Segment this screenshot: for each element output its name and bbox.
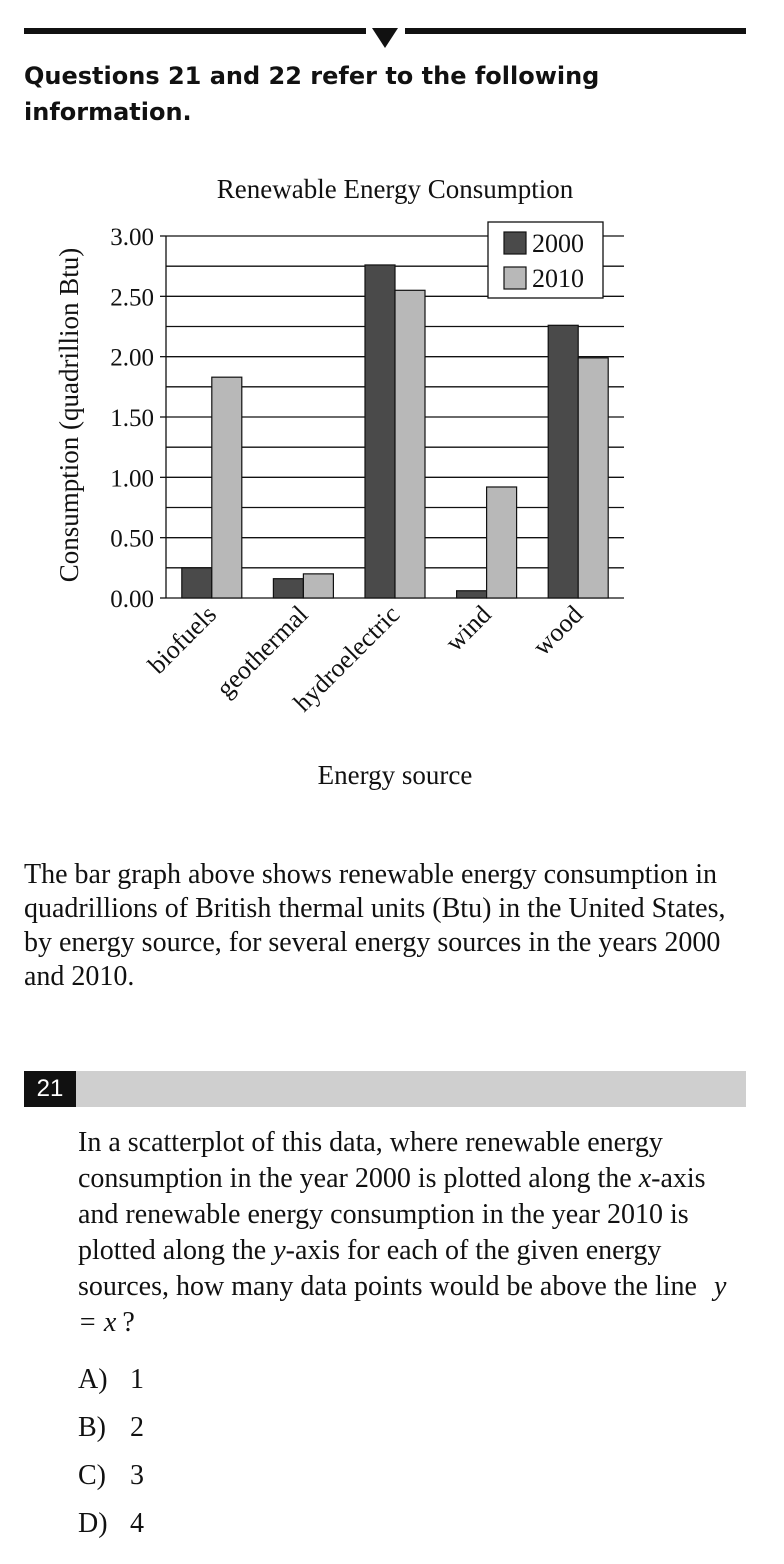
y-tick-label: 0.00 [110, 586, 154, 613]
choice-d-value: 4 [130, 1508, 144, 1539]
bar-hydroelectric-2000 [364, 264, 396, 599]
question-text-part4: ? [122, 1307, 135, 1338]
choice-b[interactable]: B) 2 [78, 1404, 478, 1452]
bar-wood-2000 [547, 324, 579, 599]
choice-b-label: B) [78, 1412, 106, 1443]
y-tick-label: 2.50 [110, 284, 154, 311]
y-tick-label: 1.50 [110, 405, 154, 432]
answer-choices: A) 1 B) 2 C) 3 D) 4 [78, 1356, 478, 1548]
y-tick-label: 0.50 [110, 526, 154, 553]
equation: y = x [78, 1271, 727, 1338]
intro-paragraph: The bar graph above shows renewable ener… [24, 859, 726, 992]
legend-label-2000: 2000 [532, 229, 584, 258]
question-number: 21 [24, 1071, 76, 1107]
x-tick-label: biofuels [142, 600, 222, 680]
bar-wind-2010 [486, 486, 518, 599]
y-tick-label: 2.00 [110, 345, 154, 372]
bar-hydroelectric-2010 [394, 289, 426, 599]
top-rule-left [24, 28, 366, 34]
choice-a-value: 1 [130, 1364, 144, 1395]
question-text-part1: In a scatterplot of this data, where ren… [78, 1127, 663, 1194]
choice-c-value: 3 [130, 1460, 144, 1491]
legend-swatch-2000 [503, 231, 527, 255]
choice-c-label: C) [78, 1460, 106, 1491]
bar-geothermal-2010 [302, 573, 334, 599]
legend-swatch-2010 [503, 266, 527, 290]
x-axis-label: Energy source [318, 760, 473, 790]
choice-b-value: 2 [130, 1412, 144, 1443]
question-text-part3: -axis for each of the given energy sourc… [78, 1235, 704, 1302]
choice-d[interactable]: D) 4 [78, 1500, 478, 1548]
legend-label-2010: 2010 [532, 264, 584, 293]
y-tick-label: 1.00 [110, 465, 154, 492]
top-rule-right [405, 28, 746, 34]
y-axis-label: Consumption (quadrillion Btu) [54, 248, 84, 583]
section-heading: Questions 21 and 22 refer to the followi… [24, 62, 600, 126]
question-header-bar: 21 [24, 1071, 746, 1107]
bar-chart: 0.000.501.001.502.002.503.00biofuelsgeot… [54, 174, 624, 790]
choice-a[interactable]: A) 1 [78, 1356, 478, 1404]
choice-d-label: D) [78, 1508, 108, 1539]
bar-biofuels-2000 [181, 567, 213, 599]
choice-a-label: A) [78, 1364, 108, 1395]
x-tick-label: wood [527, 600, 588, 661]
bar-wood-2010 [577, 357, 609, 599]
var-y: y [273, 1235, 286, 1266]
question-text: In a scatterplot of this data, where ren… [78, 1125, 748, 1341]
down-triangle-icon [372, 28, 398, 48]
bar-geothermal-2000 [272, 578, 304, 599]
question-text-part2: -axis and renewable energy consumption i… [78, 1163, 706, 1266]
x-tick-label: wind [440, 600, 497, 657]
bar-wind-2000 [456, 590, 488, 599]
chart-title: Renewable Energy Consumption [217, 174, 574, 204]
var-x: x [638, 1163, 652, 1194]
bar-biofuels-2010 [211, 376, 243, 599]
y-tick-label: 3.00 [110, 224, 154, 251]
choice-c[interactable]: C) 3 [78, 1452, 478, 1500]
